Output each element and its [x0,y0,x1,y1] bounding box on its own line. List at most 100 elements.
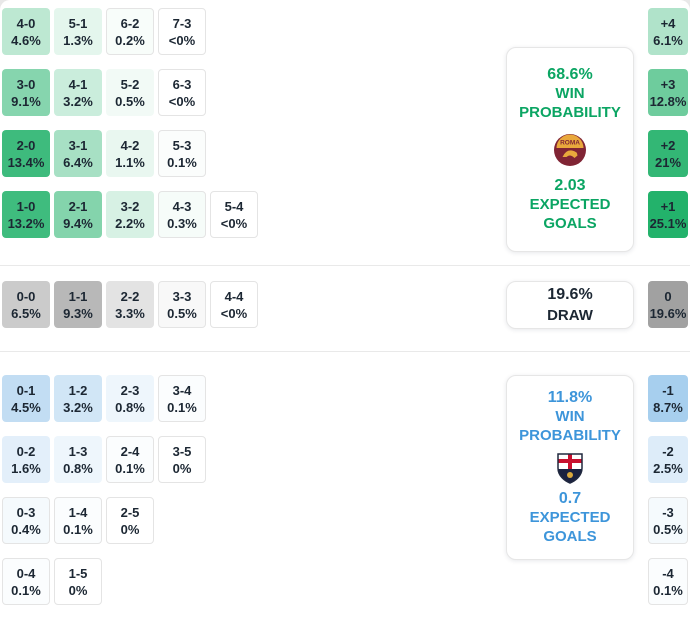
score-cell-1-1: 1-1 9.3% [54,281,102,328]
score-cell-2-5: 2-5 0% [106,497,154,544]
cell-score: 6-3 [172,76,192,92]
cell-probability: 0% [120,521,140,537]
score-cell-0-3: 0-3 0.4% [2,497,50,544]
cell-score: 5-2 [120,76,140,92]
cell-score: +3 [660,76,676,92]
diff-column-draw: 0 19.6% [648,281,688,328]
cell-score: 2-3 [120,382,140,398]
cell-probability: 9.4% [63,215,93,231]
score-cell-1-3: 1-3 0.8% [54,436,102,483]
cell-score: 7-3 [172,15,192,31]
cell-score: -3 [662,504,674,520]
svg-text:ROMA: ROMA [560,139,580,146]
score-cell-4-3: 4-3 0.3% [158,191,206,238]
cell-probability: 13.4% [7,154,45,170]
grid-row: 0-3 0.4% 1-4 0.1% 2-5 0% [2,497,206,544]
cell-score: 1-5 [68,565,88,581]
goal-diff-cell--3: -3 0.5% [648,497,688,544]
cell-probability: 9.3% [63,305,93,321]
cell-probability: 21% [654,154,682,170]
cell-probability: 3.2% [63,93,93,109]
away-win-probability-value: 11.8% [547,389,593,407]
cell-score: 2-5 [120,504,140,520]
draw-label: DRAW [547,306,593,324]
cell-probability: <0% [220,305,248,321]
draw-probability-value: 19.6% [547,285,593,303]
goal-diff-cell-+2: +2 21% [648,130,688,177]
diff-column-away: -1 8.7% -2 2.5% -3 0.5% -4 0.1% [648,375,688,605]
score-cell-2-0: 2-0 13.4% [2,130,50,177]
cell-score: 1-0 [16,198,36,214]
cell-score: 2-1 [68,198,88,214]
score-cell-2-1: 2-1 9.4% [54,191,102,238]
goal-diff-cell--2: -2 2.5% [648,436,688,483]
score-cell-2-2: 2-2 3.3% [106,281,154,328]
goal-diff-cell--1: -1 8.7% [648,375,688,422]
cell-probability: 19.6% [649,305,687,321]
goal-diff-cell-+4: +4 6.1% [648,8,688,55]
grid-row: 4-0 4.6% 5-1 1.3% 6-2 0.2% 7-3 <0% [2,8,258,55]
cell-probability: 0.1% [167,154,197,170]
home-win-probability-value: 68.6% [547,66,593,84]
grid-row: 1-0 13.2% 2-1 9.4% 3-2 2.2% 4-3 0.3% 5-4 <0% [2,191,258,238]
goal-diff-cell--4: -4 0.1% [648,558,688,605]
cell-score: 4-4 [224,288,244,304]
cell-probability: 0.1% [63,521,93,537]
cell-score: 0-2 [16,443,36,459]
score-cell-1-0: 1-0 13.2% [2,191,50,238]
cell-score: +2 [660,137,676,153]
cell-score: 3-0 [16,76,36,92]
cell-score: 1-2 [68,382,88,398]
cell-probability: 1.6% [11,460,41,476]
cell-probability: 25.1% [649,215,687,231]
cell-score: -4 [662,565,674,581]
cell-probability: 12.8% [649,93,687,109]
away-win-probability-block: 11.8% WIN PROBABILITY [519,389,621,445]
score-cell-5-4: 5-4 <0% [210,191,258,238]
score-grid-away: 0-1 4.5% 1-2 3.2% 2-3 0.8% 3-4 0.1% 0-2 1.6% 1-3 0.… [2,375,206,605]
home-expected-goals-value: 2.03 [554,176,586,194]
score-cell-4-0: 4-0 4.6% [2,8,50,55]
cell-score: 5-3 [172,137,192,153]
cell-score: 2-2 [120,288,140,304]
score-cell-3-4: 3-4 0.1% [158,375,206,422]
score-cell-5-1: 5-1 1.3% [54,8,102,55]
score-cell-2-4: 2-4 0.1% [106,436,154,483]
score-cell-1-5: 1-5 0% [54,558,102,605]
section-divider [0,265,690,266]
score-cell-5-2: 5-2 0.5% [106,69,154,116]
grid-row: 3-0 9.1% 4-1 3.2% 5-2 0.5% 6-3 <0% [2,69,258,116]
cell-score: 0-1 [16,382,36,398]
score-cell-3-0: 3-0 9.1% [2,69,50,116]
cell-score: 3-5 [172,443,192,459]
score-cell-3-5: 3-5 0% [158,436,206,483]
away-win-probability-label-2: PROBABILITY [519,427,621,445]
cell-probability: 6.4% [63,154,93,170]
score-cell-0-2: 0-2 1.6% [2,436,50,483]
cell-score: +4 [660,15,676,31]
score-cell-1-4: 1-4 0.1% [54,497,102,544]
genoa-crest [555,451,585,485]
section-divider [0,351,690,352]
roma-crest: ROMA [553,133,587,167]
cell-probability: 0.1% [11,582,41,598]
cell-probability: <0% [220,215,248,231]
score-cell-0-1: 0-1 4.5% [2,375,50,422]
cell-score: -1 [662,382,674,398]
cell-score: 1-4 [68,504,88,520]
grid-row: 0-1 4.5% 1-2 3.2% 2-3 0.8% 3-4 0.1% [2,375,206,422]
cell-score: 5-4 [224,198,244,214]
home-win-probability-label-2: PROBABILITY [519,104,621,122]
cell-probability: 1.3% [63,32,93,48]
score-cell-0-4: 0-4 0.1% [2,558,50,605]
cell-probability: <0% [168,32,196,48]
cell-probability: 0.1% [653,582,683,598]
cell-probability: 0% [172,460,192,476]
score-cell-4-4: 4-4 <0% [210,281,258,328]
home-win-probability-block: 68.6% WIN PROBABILITY [519,66,621,122]
cell-score: 4-2 [120,137,140,153]
cell-probability: 0.4% [11,521,41,537]
cell-score: 3-2 [120,198,140,214]
cell-score: 1-3 [68,443,88,459]
away-expected-goals-block: 0.7 EXPECTED GOALS [530,490,611,546]
